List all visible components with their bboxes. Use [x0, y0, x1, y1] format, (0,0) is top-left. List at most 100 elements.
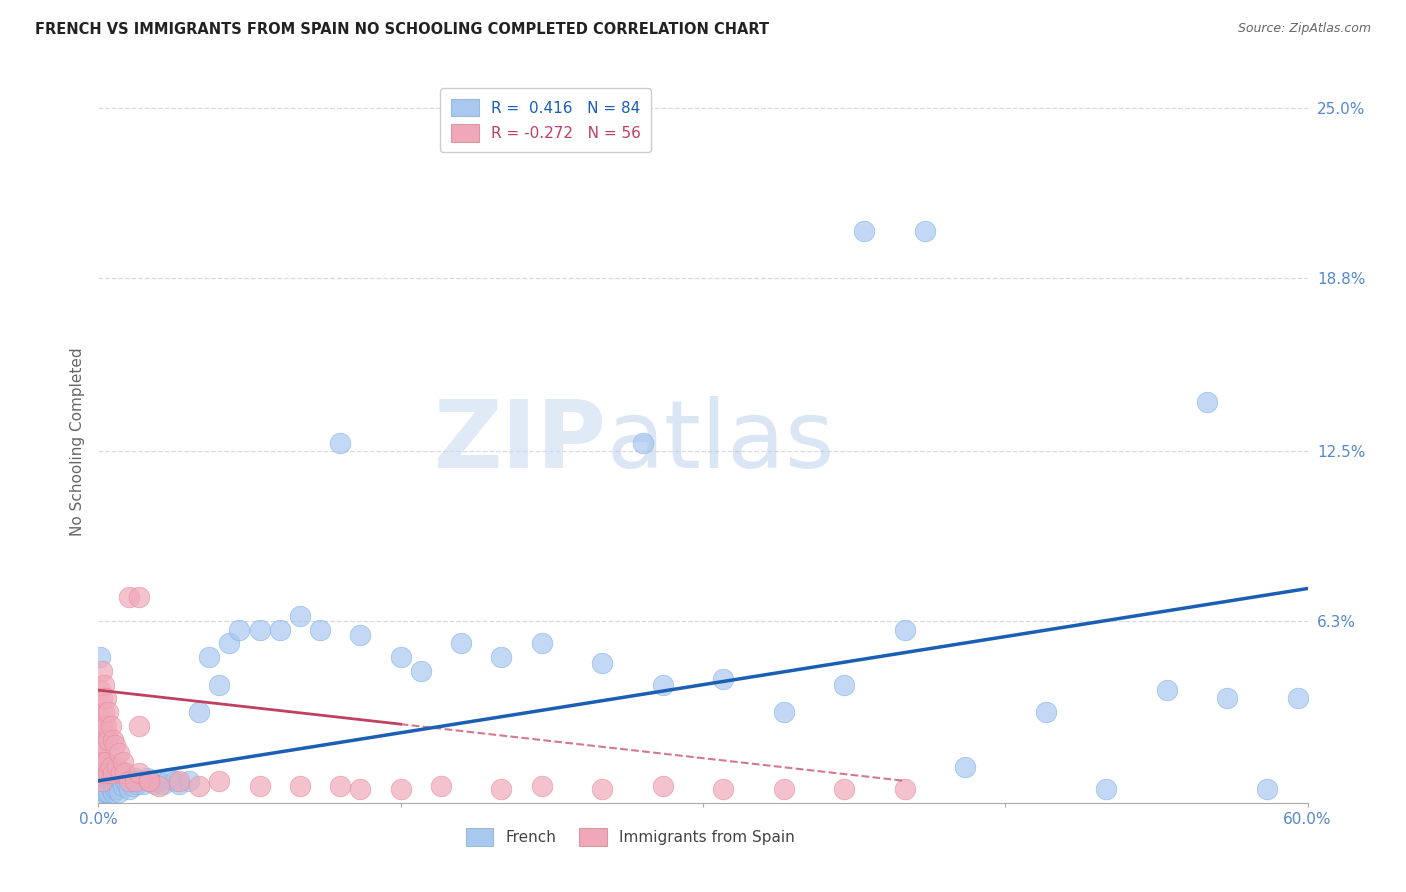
Point	[97, 782, 120, 797]
Point	[450, 636, 472, 650]
Point	[101, 765, 124, 780]
Point	[269, 623, 291, 637]
Point	[91, 738, 114, 752]
Point	[530, 780, 553, 794]
Point	[349, 628, 371, 642]
Y-axis label: No Schooling Completed: No Schooling Completed	[69, 347, 84, 536]
Point	[93, 678, 115, 692]
Text: FRENCH VS IMMIGRANTS FROM SPAIN NO SCHOOLING COMPLETED CORRELATION CHART: FRENCH VS IMMIGRANTS FROM SPAIN NO SCHOO…	[35, 22, 769, 37]
Point	[120, 773, 142, 788]
Point	[157, 771, 180, 785]
Point	[179, 773, 201, 788]
Point	[97, 785, 120, 799]
Point	[125, 776, 148, 790]
Point	[1035, 705, 1057, 719]
Point	[132, 776, 155, 790]
Point	[124, 771, 146, 785]
Point	[309, 623, 332, 637]
Point	[93, 773, 115, 788]
Point	[530, 636, 553, 650]
Point	[124, 773, 146, 788]
Point	[91, 780, 114, 794]
Point	[89, 773, 111, 788]
Point	[97, 732, 120, 747]
Point	[430, 780, 453, 794]
Point	[148, 773, 170, 788]
Point	[167, 773, 190, 788]
Point	[89, 760, 111, 774]
Point	[832, 678, 855, 692]
Point	[198, 650, 221, 665]
Point	[91, 782, 114, 797]
Point	[772, 782, 794, 797]
Point	[1156, 683, 1178, 698]
Point	[711, 672, 734, 686]
Point	[93, 705, 115, 719]
Point	[91, 773, 114, 788]
Point	[103, 771, 125, 785]
Point	[105, 782, 128, 797]
Point	[591, 782, 613, 797]
Point	[228, 623, 250, 637]
Point	[143, 776, 166, 790]
Point	[893, 782, 915, 797]
Point	[208, 678, 231, 692]
Point	[118, 590, 141, 604]
Point	[89, 747, 111, 761]
Point	[91, 773, 114, 788]
Point	[100, 760, 122, 774]
Point	[288, 780, 311, 794]
Point	[96, 719, 118, 733]
Point	[152, 776, 174, 790]
Point	[138, 773, 160, 788]
Point	[96, 760, 118, 774]
Point	[93, 785, 115, 799]
Point	[651, 780, 673, 794]
Point	[893, 623, 915, 637]
Point	[118, 773, 141, 788]
Point	[107, 776, 129, 790]
Point	[249, 623, 271, 637]
Point	[631, 436, 654, 450]
Point	[111, 780, 134, 794]
Point	[111, 755, 134, 769]
Point	[103, 782, 125, 797]
Point	[91, 719, 114, 733]
Point	[491, 782, 513, 797]
Point	[89, 780, 111, 794]
Point	[167, 776, 190, 790]
Point	[188, 705, 211, 719]
Point	[96, 691, 118, 706]
Point	[249, 780, 271, 794]
Point	[96, 785, 118, 799]
Point	[107, 785, 129, 799]
Point	[107, 765, 129, 780]
Point	[105, 760, 128, 774]
Point	[93, 727, 115, 741]
Point	[491, 650, 513, 665]
Point	[115, 776, 138, 790]
Point	[651, 678, 673, 692]
Point	[101, 765, 124, 780]
Point	[100, 760, 122, 774]
Point	[389, 782, 412, 797]
Point	[1216, 691, 1239, 706]
Point	[93, 780, 115, 794]
Point	[91, 755, 114, 769]
Point	[101, 732, 124, 747]
Point	[1286, 691, 1309, 706]
Point	[97, 705, 120, 719]
Point	[128, 765, 150, 780]
Point	[148, 780, 170, 794]
Point	[139, 773, 162, 788]
Point	[89, 683, 111, 698]
Legend: French, Immigrants from Spain: French, Immigrants from Spain	[456, 818, 806, 856]
Text: atlas: atlas	[606, 395, 835, 488]
Point	[853, 224, 876, 238]
Point	[97, 773, 120, 788]
Point	[121, 780, 143, 794]
Point	[118, 782, 141, 797]
Point	[329, 780, 352, 794]
Point	[103, 738, 125, 752]
Point	[128, 719, 150, 733]
